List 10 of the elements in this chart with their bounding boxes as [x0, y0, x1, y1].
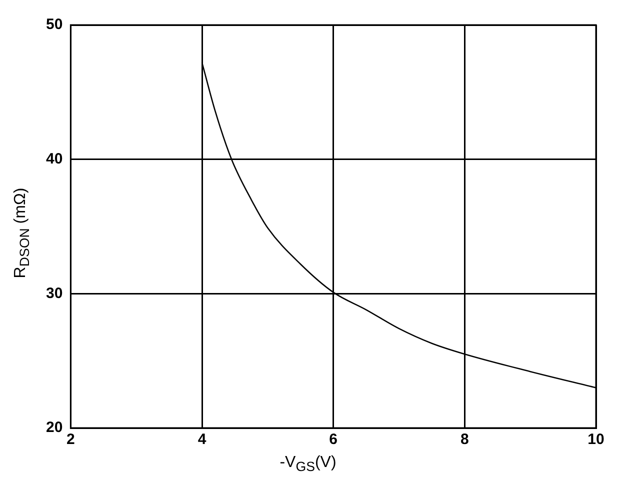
x-tick-label: 2: [66, 431, 75, 448]
x-tick-label: 6: [329, 431, 338, 448]
x-tick-label: 4: [198, 431, 207, 448]
x-tick-label: 8: [460, 431, 469, 448]
y-tick-label: 20: [46, 419, 63, 436]
x-tick-label: 10: [588, 431, 604, 448]
x-axis-title: -V$_{GS}$(V): [280, 454, 336, 474]
y-tick-label: 50: [46, 16, 63, 34]
y-tick-label: 40: [46, 150, 63, 168]
y-tick-label: 30: [46, 284, 63, 302]
